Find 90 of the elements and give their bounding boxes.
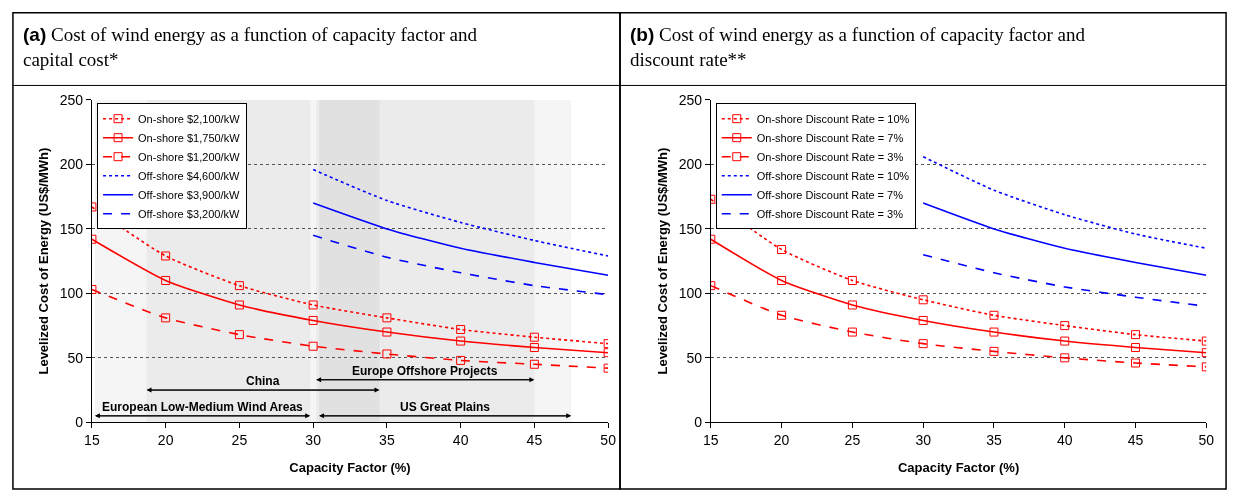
legend-label: Off-shore $3,900/kW (138, 188, 240, 201)
x-axis-title: Capacity Factor (%) (897, 459, 1020, 475)
x-tick-label: 40 (1056, 432, 1073, 449)
point (529, 359, 539, 369)
x-tick-label: 20 (773, 432, 790, 449)
point (456, 336, 466, 346)
point (777, 310, 787, 320)
y-tick-label: 200 (59, 156, 84, 173)
point (529, 332, 539, 342)
x-tick-label: 50 (600, 432, 617, 449)
chart-title: (b) Cost of wind energy as a function of capacity factor and discount rate** (630, 24, 1086, 70)
y-tick-label: 150 (59, 220, 84, 237)
y-tick-label: 50 (67, 349, 84, 366)
x-tick-label: 15 (703, 432, 719, 449)
x-tick-label: 15 (84, 432, 100, 449)
band-label: Europe Offshore Projects (352, 364, 498, 378)
x-tick-label: 35 (986, 432, 1002, 449)
point (1060, 321, 1070, 331)
point (456, 324, 466, 334)
point (918, 339, 928, 349)
y-tick-label: 150 (678, 220, 703, 237)
point (161, 275, 171, 285)
x-tick-label: 50 (1198, 432, 1215, 449)
x-tick-label: 40 (452, 432, 469, 449)
x-tick-label: 45 (526, 432, 543, 449)
x-axis-title: Capacity Factor (%) (289, 459, 411, 475)
y-tick-label: 100 (678, 285, 703, 302)
point (847, 275, 857, 285)
point (161, 313, 171, 323)
point (234, 300, 244, 310)
point (234, 281, 244, 291)
point (382, 349, 392, 359)
point (456, 355, 466, 365)
band-label: US Great Plains (400, 400, 491, 414)
y-axis-title: Levelized Cost of Energy (US$/MWh) (654, 147, 670, 375)
point (777, 245, 787, 255)
x-tick-label: 45 (1127, 432, 1144, 449)
point (234, 330, 244, 340)
x-tick-label: 20 (157, 432, 174, 449)
x-tick-label: 25 (231, 432, 248, 449)
band-label: China (246, 374, 280, 388)
point (918, 295, 928, 305)
point (1131, 358, 1141, 368)
point (529, 343, 539, 353)
point (382, 313, 392, 323)
line-series (312, 168, 609, 257)
point (777, 275, 787, 285)
point (1060, 353, 1070, 363)
x-tick-label: 30 (915, 432, 932, 449)
legend-label: On-shore $1,750/kW (138, 131, 241, 144)
legend-label: Off-shore Discount Rate = 7% (756, 188, 904, 201)
line-series (922, 202, 1207, 277)
legend-label: On-shore $2,100/kW (138, 112, 241, 125)
point (989, 310, 999, 320)
legend-label: Off-shore Discount Rate = 10% (756, 169, 910, 182)
point (1131, 330, 1141, 340)
point (308, 315, 318, 325)
point (161, 251, 171, 261)
y-tick-label: 200 (678, 156, 703, 173)
legend-label: On-shore Discount Rate = 3% (756, 150, 904, 163)
y-tick-label: 50 (686, 349, 703, 366)
chart-title: (a) Cost of wind energy as a function of capacity factor and capital cost* (23, 24, 478, 70)
band-label: European Low-Medium Wind Areas (102, 400, 304, 414)
line-series (922, 155, 1207, 250)
x-tick-label: 35 (379, 432, 395, 449)
y-tick-label: 0 (694, 414, 703, 431)
point (989, 346, 999, 356)
legend-label: Off-shore $4,600/kW (138, 169, 240, 182)
point (847, 327, 857, 337)
legend-label: Off-shore Discount Rate = 3% (756, 207, 904, 220)
point (989, 327, 999, 337)
legend-label: Off-shore $3,200/kW (138, 207, 240, 220)
x-tick-label: 30 (305, 432, 322, 449)
y-tick-label: 100 (59, 285, 84, 302)
point (308, 300, 318, 310)
x-tick-label: 25 (844, 432, 861, 449)
y-tick-label: 0 (75, 414, 84, 431)
legend-label: On-shore Discount Rate = 10% (756, 112, 910, 125)
legend-label: On-shore Discount Rate = 7% (756, 131, 904, 144)
line-series (312, 202, 609, 277)
point (847, 300, 857, 310)
y-axis-title: Levelized Cost of Energy (US$/MWh) (35, 147, 51, 375)
y-tick-label: 250 (678, 91, 703, 108)
point (308, 341, 318, 351)
point (1131, 343, 1141, 353)
point (918, 315, 928, 325)
point (382, 327, 392, 337)
y-tick-label: 250 (59, 91, 84, 108)
point (1060, 336, 1070, 346)
legend-label: On-shore $1,200/kW (138, 150, 241, 163)
